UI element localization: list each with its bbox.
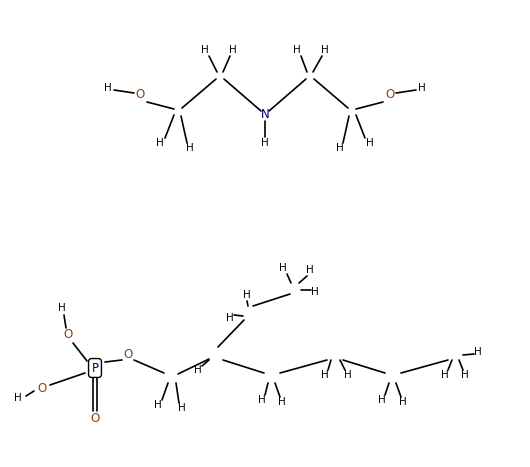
Text: H: H bbox=[104, 83, 112, 93]
Text: H: H bbox=[321, 45, 329, 55]
Text: H: H bbox=[186, 143, 194, 153]
Text: H: H bbox=[311, 287, 319, 297]
Text: H: H bbox=[154, 400, 162, 410]
Text: H: H bbox=[243, 290, 251, 300]
Text: N: N bbox=[261, 108, 269, 121]
Text: O: O bbox=[91, 411, 100, 425]
Text: H: H bbox=[461, 370, 469, 380]
Text: H: H bbox=[58, 303, 66, 313]
Text: H: H bbox=[278, 397, 286, 407]
Text: H: H bbox=[156, 138, 164, 148]
Text: H: H bbox=[321, 370, 329, 380]
Text: H: H bbox=[293, 45, 301, 55]
Text: H: H bbox=[474, 347, 482, 357]
Text: H: H bbox=[441, 370, 449, 380]
Text: H: H bbox=[201, 45, 209, 55]
Text: H: H bbox=[378, 395, 386, 405]
Text: H: H bbox=[418, 83, 426, 93]
Text: O: O bbox=[123, 348, 132, 361]
Text: O: O bbox=[64, 328, 73, 341]
Text: H: H bbox=[279, 263, 287, 273]
Text: P: P bbox=[92, 361, 99, 375]
Text: H: H bbox=[258, 395, 266, 405]
Text: H: H bbox=[306, 265, 314, 275]
Text: H: H bbox=[336, 143, 344, 153]
Text: H: H bbox=[14, 393, 22, 403]
Text: H: H bbox=[261, 138, 269, 148]
Text: H: H bbox=[178, 403, 186, 413]
Text: O: O bbox=[38, 382, 47, 395]
Text: H: H bbox=[344, 370, 352, 380]
Text: H: H bbox=[226, 313, 234, 323]
Text: H: H bbox=[366, 138, 374, 148]
Text: H: H bbox=[399, 397, 407, 407]
Text: H: H bbox=[194, 365, 202, 375]
Text: O: O bbox=[135, 89, 145, 101]
Text: O: O bbox=[385, 89, 395, 101]
Text: H: H bbox=[229, 45, 237, 55]
